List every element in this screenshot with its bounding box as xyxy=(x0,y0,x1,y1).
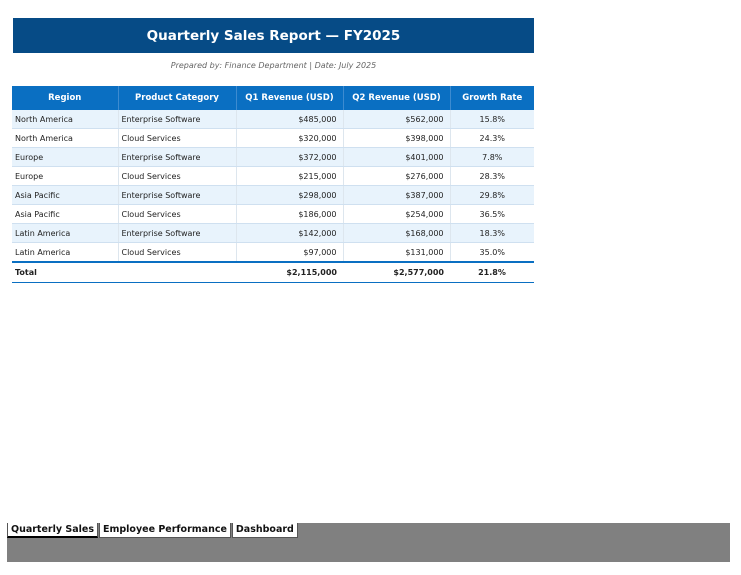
cell-q2-revenue[interactable]: $254,000 xyxy=(343,204,451,224)
column-header-region[interactable]: Region xyxy=(12,86,119,110)
cell-q1-revenue[interactable]: $186,000 xyxy=(236,204,344,224)
cell-category[interactable]: Cloud Services xyxy=(118,166,237,186)
cell-q1-revenue[interactable]: $320,000 xyxy=(236,128,344,148)
cell-category[interactable]: Enterprise Software xyxy=(118,185,237,205)
cell-q1-revenue[interactable]: $298,000 xyxy=(236,185,344,205)
cell-growth-rate[interactable]: 15.8% xyxy=(450,110,534,129)
cell-q2-revenue[interactable]: $276,000 xyxy=(343,166,451,186)
cell-region[interactable]: North America xyxy=(12,110,119,129)
cell-category[interactable]: Cloud Services xyxy=(118,128,237,148)
table-row: Asia Pacific Cloud Services $186,000 $25… xyxy=(12,204,534,224)
column-header-q2-revenue[interactable]: Q2 Revenue (USD) xyxy=(343,86,451,110)
cell-growth-rate[interactable]: 24.3% xyxy=(450,128,534,148)
cell-region[interactable]: North America xyxy=(12,128,119,148)
cell-region[interactable]: Asia Pacific xyxy=(12,204,119,224)
cell-category[interactable]: Enterprise Software xyxy=(118,147,237,167)
sheet-tab-employee-performance[interactable]: Employee Performance xyxy=(98,523,231,538)
sheet-tab-strip: Quarterly Sales Employee Performance Das… xyxy=(7,523,299,538)
cell-growth-rate[interactable]: 28.3% xyxy=(450,166,534,186)
cell-region[interactable]: Latin America xyxy=(12,242,119,263)
cell-region[interactable]: Asia Pacific xyxy=(12,185,119,205)
sales-table: Region Product Category Q1 Revenue (USD)… xyxy=(12,86,534,283)
cell-category[interactable]: Enterprise Software xyxy=(118,223,237,243)
table-row: Asia Pacific Enterprise Software $298,00… xyxy=(12,185,534,205)
cell-category[interactable]: Cloud Services xyxy=(118,204,237,224)
table-row: Latin America Enterprise Software $142,0… xyxy=(12,223,534,243)
cell-region[interactable]: Europe xyxy=(12,166,119,186)
cell-growth-rate[interactable]: 36.5% xyxy=(450,204,534,224)
total-row: Total $2,115,000 $2,577,000 21.8% xyxy=(12,262,534,283)
cell-growth-rate[interactable]: 7.8% xyxy=(450,147,534,167)
cell-q2-revenue[interactable]: $401,000 xyxy=(343,147,451,167)
cell-q2-revenue[interactable]: $398,000 xyxy=(343,128,451,148)
cell-growth-rate[interactable]: 18.3% xyxy=(450,223,534,243)
sheet-tab-bar: Quarterly Sales Employee Performance Das… xyxy=(7,523,730,562)
cell-growth-rate[interactable]: 35.0% xyxy=(450,242,534,263)
cell-q1-revenue[interactable]: $372,000 xyxy=(236,147,344,167)
cell-q2-revenue[interactable]: $562,000 xyxy=(343,110,451,129)
cell-q2-revenue[interactable]: $131,000 xyxy=(343,242,451,263)
column-header-q1-revenue[interactable]: Q1 Revenue (USD) xyxy=(236,86,344,110)
cell-q1-revenue[interactable]: $142,000 xyxy=(236,223,344,243)
table-row: North America Enterprise Software $485,0… xyxy=(12,110,534,129)
cell-q2-revenue[interactable]: $168,000 xyxy=(343,223,451,243)
table-row: North America Cloud Services $320,000 $3… xyxy=(12,128,534,148)
total-q1-revenue[interactable]: $2,115,000 xyxy=(236,262,343,283)
total-empty-cell[interactable] xyxy=(118,262,236,283)
total-q2-revenue[interactable]: $2,577,000 xyxy=(343,262,450,283)
cell-category[interactable]: Enterprise Software xyxy=(118,110,237,129)
cell-q2-revenue[interactable]: $387,000 xyxy=(343,185,451,205)
cell-category[interactable]: Cloud Services xyxy=(118,242,237,263)
cell-region[interactable]: Latin America xyxy=(12,223,119,243)
column-header-growth-rate[interactable]: Growth Rate xyxy=(450,86,534,110)
sheet-tab-quarterly-sales[interactable]: Quarterly Sales xyxy=(7,523,98,538)
report-subtitle: Prepared by: Finance Department | Date: … xyxy=(170,61,377,70)
total-label[interactable]: Total xyxy=(12,262,118,283)
cell-q1-revenue[interactable]: $485,000 xyxy=(236,110,344,129)
cell-q1-revenue[interactable]: $97,000 xyxy=(236,242,344,263)
sheet-tab-dashboard[interactable]: Dashboard xyxy=(231,523,298,538)
column-header-product-category[interactable]: Product Category xyxy=(118,86,237,110)
cell-growth-rate[interactable]: 29.8% xyxy=(450,185,534,205)
table-row: Europe Cloud Services $215,000 $276,000 … xyxy=(12,166,534,186)
cell-region[interactable]: Europe xyxy=(12,147,119,167)
table-row: Latin America Cloud Services $97,000 $13… xyxy=(12,242,534,263)
total-growth-rate[interactable]: 21.8% xyxy=(450,262,534,283)
table-row: Europe Enterprise Software $372,000 $401… xyxy=(12,147,534,167)
table-header-row: Region Product Category Q1 Revenue (USD)… xyxy=(12,86,534,110)
report-title: Quarterly Sales Report — FY2025 xyxy=(13,18,534,53)
cell-q1-revenue[interactable]: $215,000 xyxy=(236,166,344,186)
